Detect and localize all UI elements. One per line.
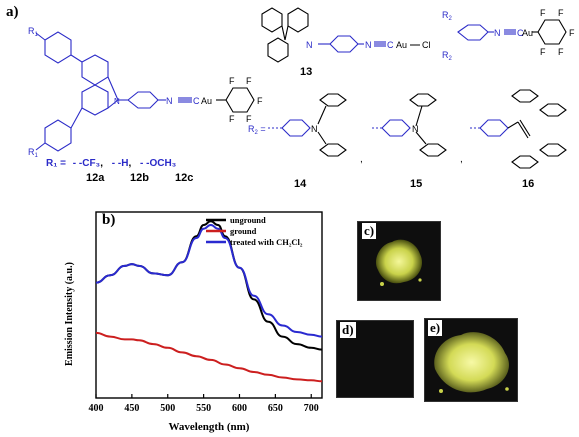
emission-spectrum-chart: 400 450 500 550 600 650 700 Emission Intensity… xyxy=(64,211,323,433)
c13-isocyanide-n: N xyxy=(365,40,372,50)
photo-c-ground-unground xyxy=(357,221,441,301)
x-tick-label-5: 650 xyxy=(268,403,283,414)
legend-label-1: ground xyxy=(230,226,257,236)
photo-e-treated xyxy=(424,318,518,402)
pentafluorophenyl-ring-right xyxy=(537,19,567,45)
compound-15-label: 15 xyxy=(410,178,423,190)
c14-phenyl xyxy=(281,119,311,137)
r1-option-3: OCH₃ xyxy=(149,158,177,169)
x-tick-label-0: 400 xyxy=(89,403,104,414)
isocyanide-n-text: N xyxy=(166,96,173,106)
c13-au-text: Au xyxy=(396,40,407,50)
x-tick-label-1: 450 xyxy=(124,403,139,414)
chart-tick-layer: 400 450 500 550 600 650 700 xyxy=(89,394,319,414)
upper-phenyl-ring xyxy=(44,31,72,64)
c16-ring-bottom-right xyxy=(539,143,567,157)
legend-label-0: unground xyxy=(230,215,266,225)
r2-au-text: Au xyxy=(522,28,533,38)
chart-x-axis-label: Wavelength (nm) xyxy=(169,421,250,433)
photo-e-label: e) xyxy=(428,320,443,336)
panel-a-label: a) xyxy=(6,4,19,20)
pentafluorophenyl-ring-left xyxy=(225,87,255,113)
x-tick-label-4: 600 xyxy=(232,403,247,414)
c13-cl-text: Cl xyxy=(422,40,431,50)
panel-b-label: b) xyxy=(102,212,116,228)
carbazole-left-ring-bottom xyxy=(81,84,109,116)
photo-e-emission-blob xyxy=(434,332,509,393)
r1-option-1: CF₃ xyxy=(82,158,101,169)
separator-comma-2: , xyxy=(460,154,463,165)
c16-ring-top-right xyxy=(539,103,567,117)
c13-phenyl-ring xyxy=(329,35,359,53)
chemical-structures-diagram: R1 R1 N N C Au F F F F F N N C Au Cl xyxy=(28,7,575,169)
r2-f-5: F xyxy=(540,47,546,57)
c13-carbazole-right xyxy=(287,7,309,33)
separator-comma-1: , xyxy=(360,154,363,165)
legend-label-2: treated with CH₂Cl₂ xyxy=(230,237,303,247)
r1-option-2: H xyxy=(121,158,129,169)
r2-isocyanide-c: C xyxy=(517,28,524,38)
f-text-3: F xyxy=(257,96,263,106)
f-text-5: F xyxy=(229,114,235,124)
c15-phenyl xyxy=(381,119,411,137)
c15-carbazole-top xyxy=(409,93,437,107)
compound-13-label: 13 xyxy=(300,66,313,78)
series-line-2 xyxy=(95,223,323,338)
r2-isocyanide-n: N xyxy=(494,28,501,38)
r1-top-text: R1 xyxy=(28,26,39,38)
photo-c-label: c) xyxy=(362,223,377,239)
n-phenyl-ring xyxy=(127,91,159,109)
r2-bottom-text: R2 xyxy=(442,50,453,62)
c14-lower-ring xyxy=(319,143,347,157)
f-text-1: F xyxy=(229,76,235,86)
r2-f-4: F xyxy=(558,47,564,57)
r2-top-text: R2 xyxy=(442,10,453,22)
f-text-2: F xyxy=(246,76,252,86)
c15-n-text: N xyxy=(412,124,419,134)
au-text-left: Au xyxy=(201,96,212,106)
isocyanide-c-text: C xyxy=(193,96,200,106)
r1-bottom-text: R1 xyxy=(28,147,39,159)
r2-f-2: F xyxy=(558,8,564,18)
series-line-1 xyxy=(95,331,323,383)
chart-series-layer xyxy=(95,220,323,383)
compound-12b-label: 12b xyxy=(130,172,149,184)
carbazole-n-text: N xyxy=(114,97,120,106)
compound-14-label: 14 xyxy=(294,178,307,190)
r1-definition: R₁ = - -CF₃, - -H, - -OCH₃ xyxy=(46,158,177,169)
x-tick-label-6: 700 xyxy=(304,403,319,414)
c14-upper-ring xyxy=(319,93,347,107)
r2-f-1: F xyxy=(540,8,546,18)
c16-ring-bottom-left xyxy=(511,155,539,169)
photo-c-emission-blob xyxy=(375,239,423,286)
c13-n-text: N xyxy=(306,40,313,50)
lower-phenyl-ring xyxy=(44,119,72,152)
compound-12a-label: 12a xyxy=(86,172,105,184)
c15-carbazole-bottom xyxy=(419,143,447,157)
r2-core-ring xyxy=(457,24,489,41)
c16-phenyl xyxy=(479,119,509,137)
f-text-4: F xyxy=(246,114,252,124)
carbazole-left-ring-top xyxy=(81,54,109,86)
c13-carbazole-left xyxy=(261,7,283,33)
c13-lower-ring-a xyxy=(267,37,289,63)
c14-n-text: N xyxy=(311,124,318,134)
c13-isocyanide-c: C xyxy=(387,40,394,50)
x-tick-label-3: 550 xyxy=(196,403,211,414)
chart-y-axis-label: Emission Intensity (a.u.) xyxy=(64,262,75,366)
r2-f-3: F xyxy=(569,28,575,38)
c14-r2-label: R2 = xyxy=(248,124,266,136)
compound-16-label: 16 xyxy=(522,178,535,190)
x-tick-label-2: 500 xyxy=(160,403,175,414)
compound-12c-label: 12c xyxy=(175,172,194,184)
c16-ring-top-left xyxy=(511,89,539,103)
r1-prefix: R₁ = xyxy=(46,158,66,169)
photo-d-label: d) xyxy=(340,322,356,338)
